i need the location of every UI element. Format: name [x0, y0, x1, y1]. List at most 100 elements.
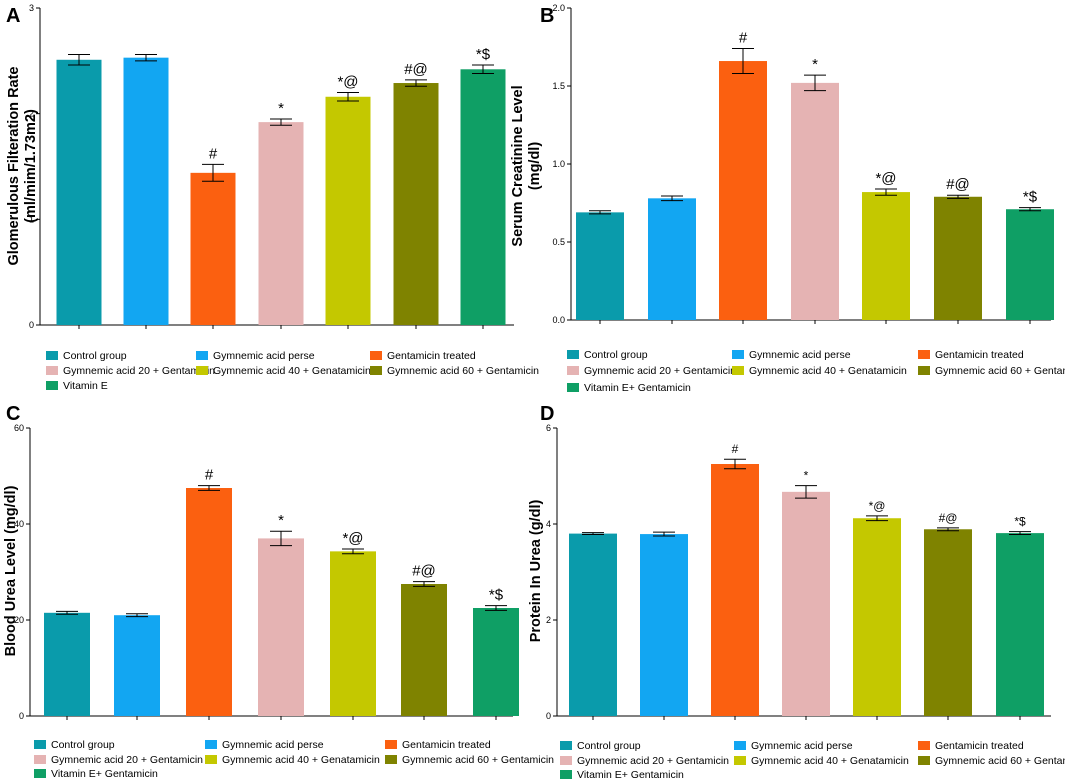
- legend-label: Gymnemic acid 40 + Genatamicin: [751, 755, 909, 767]
- legend-swatch-icon: [567, 350, 579, 359]
- bar: [719, 61, 767, 320]
- legend-label: Control group: [584, 349, 648, 361]
- bar: [44, 612, 90, 716]
- bar: [640, 534, 688, 716]
- legend-swatch-icon: [34, 740, 46, 749]
- legend-label: Gymnemic acid perse: [749, 349, 851, 361]
- legend-swatch-icon: [46, 366, 58, 375]
- y-tick-label: 2.0: [552, 3, 565, 13]
- bar: [934, 196, 982, 320]
- legend-label: Control group: [51, 739, 115, 751]
- legend-label: Gymnemic acid 60 + Gentamicin: [402, 754, 554, 766]
- legend-label: Gentamicin treated: [402, 739, 491, 751]
- y-tick-label: 1.0: [552, 159, 565, 169]
- legend-label: Control group: [577, 740, 641, 752]
- y-tick-label: 0: [19, 711, 24, 721]
- legend-label: Gymnemic acid 40 + Genatamicin: [213, 365, 371, 377]
- legend-label: Gymnemic acid 20 + Gentamicin: [584, 365, 736, 377]
- y-axis-label-line: Serum Creatinine Level: [510, 85, 526, 246]
- bar: [114, 615, 160, 716]
- bar: [258, 538, 304, 716]
- legend-swatch-icon: [46, 381, 58, 390]
- bar: [460, 69, 506, 325]
- significance-label: *@: [337, 74, 358, 91]
- legend: Control group Gymnemic acid perse Gentamic…: [567, 349, 1065, 394]
- legend-label: Vitamin E+ Gentamicin: [577, 769, 684, 781]
- bar: [56, 59, 102, 325]
- legend-swatch-icon: [370, 366, 382, 375]
- legend-label: Vitamin E+ Gentamicin: [51, 768, 158, 780]
- bar: [401, 584, 447, 716]
- y-tick-label: 1: [29, 214, 34, 224]
- y-tick-label: 0: [29, 320, 34, 330]
- legend-swatch-icon: [205, 740, 217, 749]
- y-axis-label: Glomerulous Filteration Rate(ml/mim/1.73…: [6, 67, 39, 266]
- legend: Control group Gymnemic acid perse Gentamic…: [34, 739, 554, 780]
- bar: [782, 491, 830, 716]
- legend-label: Gymnemic acid 60 + Gentamicin: [935, 755, 1065, 767]
- y-tick-label: 0.5: [552, 237, 565, 247]
- y-axis-label: Protein In Urea (g/dl): [528, 500, 544, 643]
- significance-label: *$: [1014, 515, 1026, 529]
- legend-label: Control group: [63, 350, 127, 362]
- legend-label: Vitamin E: [63, 380, 108, 392]
- y-tick-label: 2: [546, 615, 551, 625]
- bar: [186, 488, 232, 716]
- significance-label: #@: [946, 176, 970, 193]
- legend-label: Gymnemic acid perse: [751, 740, 853, 752]
- legend-swatch-icon: [732, 366, 744, 375]
- significance-label: *: [278, 100, 284, 117]
- legend: Control group Gymnemic acid perse Gentamic…: [560, 740, 1065, 781]
- legend-swatch-icon: [567, 366, 579, 375]
- significance-label: *$: [476, 46, 491, 63]
- y-tick-label: 3: [29, 3, 34, 13]
- y-tick-label: 6: [546, 423, 551, 433]
- bar: [325, 96, 371, 325]
- bar: [996, 533, 1044, 716]
- significance-label: #: [732, 442, 739, 456]
- y-tick-label: 2: [29, 109, 34, 119]
- legend-swatch-icon: [560, 770, 572, 779]
- significance-label: *: [278, 512, 284, 529]
- y-axis-label-line: Glomerulous Filteration Rate: [6, 67, 22, 266]
- legend-label: Gymnemic acid 40 + Genatamicin: [222, 754, 380, 766]
- legend-swatch-icon: [560, 741, 572, 750]
- significance-label: #: [739, 30, 748, 47]
- legend-swatch-icon: [34, 755, 46, 764]
- panel-letter: C: [6, 403, 20, 425]
- legend-swatch-icon: [46, 351, 58, 360]
- significance-label: #@: [412, 563, 436, 580]
- bar: [711, 464, 759, 716]
- bar: [258, 122, 304, 326]
- significance-label: *$: [489, 587, 504, 604]
- legend-label: Gentamicin treated: [387, 350, 476, 362]
- y-axis-label: Blood Urea Level (mg/dl): [3, 485, 19, 656]
- y-tick-label: 4: [546, 519, 551, 529]
- legend-label: Gymnemic acid 20 + Gentamicin: [51, 754, 203, 766]
- bar: [648, 198, 696, 320]
- bar: [924, 529, 972, 716]
- significance-label: *@: [342, 530, 363, 547]
- chart-panel-d: D Protein In Urea (g/dl) 0 2 4 6 # * *@ #@ *$ Contr…: [528, 403, 1065, 781]
- y-axis-label-line: Blood Urea Level (mg/dl): [3, 485, 19, 656]
- legend-swatch-icon: [918, 366, 930, 375]
- y-tick-label: 0: [546, 711, 551, 721]
- legend-swatch-icon: [34, 769, 46, 778]
- chart-panel-a: A Glomerulous Filteration Rate(ml/mim/1.7…: [6, 3, 539, 392]
- significance-label: *: [812, 56, 818, 73]
- significance-label: #: [205, 467, 214, 484]
- legend-swatch-icon: [734, 741, 746, 750]
- bar: [853, 518, 901, 716]
- legend-swatch-icon: [567, 383, 579, 392]
- legend-label: Gymnemic acid 60 + Gentamicin: [935, 365, 1065, 377]
- y-axis-label-line: (ml/mim/1.73m2): [23, 109, 39, 223]
- legend-swatch-icon: [385, 740, 397, 749]
- legend-swatch-icon: [196, 351, 208, 360]
- legend-label: Gentamicin treated: [935, 349, 1024, 361]
- legend-swatch-icon: [918, 756, 930, 765]
- bar: [862, 192, 910, 320]
- significance-label: #@: [404, 61, 428, 78]
- legend-label: Vitamin E+ Gentamicin: [584, 382, 691, 394]
- y-tick-label: 40: [14, 519, 24, 529]
